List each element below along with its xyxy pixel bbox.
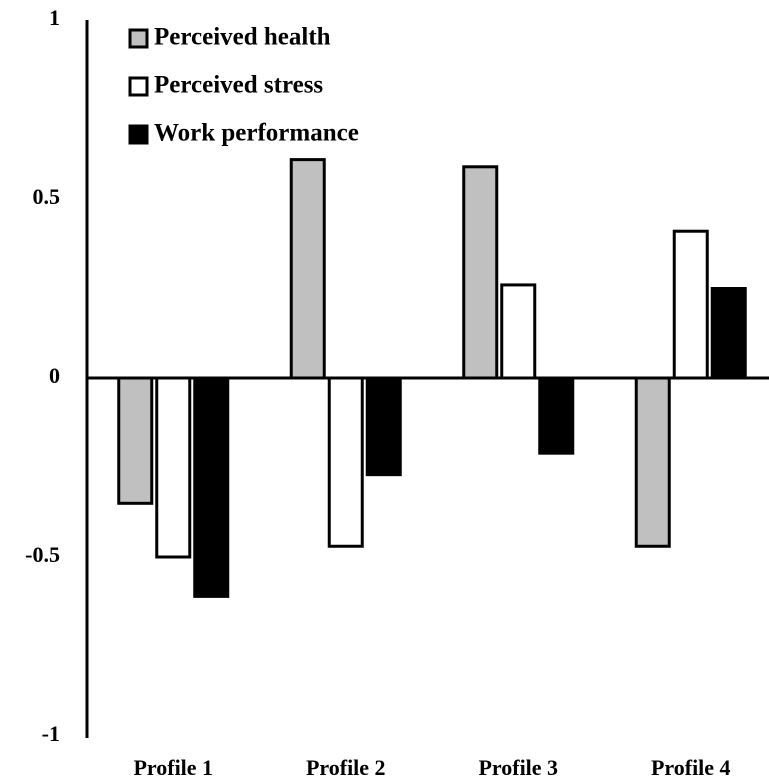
legend-swatch	[128, 76, 149, 97]
x-tick-label: Profile 4	[651, 755, 731, 780]
bar	[710, 287, 747, 380]
bar	[538, 376, 575, 455]
bar	[634, 376, 671, 548]
bar	[500, 283, 537, 380]
y-tick-label: 0	[49, 363, 60, 388]
legend-swatch	[128, 124, 149, 145]
legend-swatch	[128, 28, 149, 49]
bar	[462, 165, 499, 380]
x-tick-label: Profile 3	[478, 755, 558, 780]
y-tick-label: 0.5	[33, 184, 61, 209]
bar	[155, 376, 192, 559]
bar	[365, 376, 402, 477]
bar	[117, 376, 154, 505]
x-tick-label: Profile 1	[133, 755, 213, 780]
x-tick-label: Profile 2	[306, 755, 386, 780]
y-tick-label: 1	[49, 5, 60, 30]
y-tick-label: -0.5	[25, 542, 60, 567]
bar	[672, 229, 709, 380]
bar	[193, 376, 230, 598]
legend-label: Work performance	[154, 120, 359, 147]
legend-label: Perceived health	[154, 24, 331, 51]
bar	[289, 158, 326, 380]
legend-label: Perceived stress	[154, 72, 323, 99]
y-tick-label: -1	[42, 721, 60, 746]
bar	[327, 376, 364, 548]
